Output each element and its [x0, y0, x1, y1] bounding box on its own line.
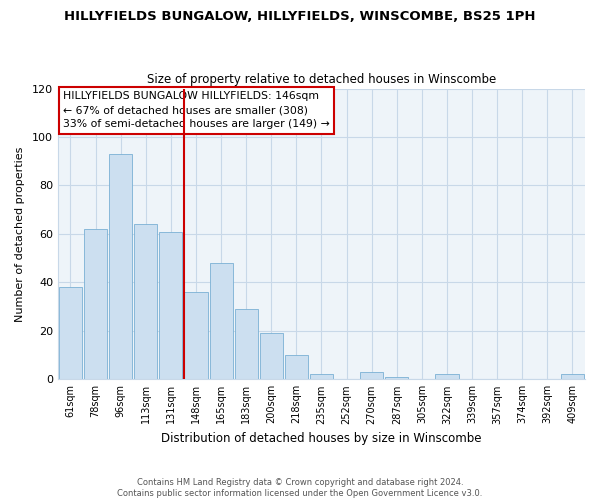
Bar	[385, 377, 409, 380]
Text: Contains HM Land Registry data © Crown copyright and database right 2024.
Contai: Contains HM Land Registry data © Crown c…	[118, 478, 482, 498]
Title: Size of property relative to detached houses in Winscombe: Size of property relative to detached ho…	[147, 73, 496, 86]
Bar	[285, 355, 308, 380]
Bar	[160, 232, 182, 380]
Bar	[134, 224, 157, 380]
Bar	[561, 374, 584, 380]
Y-axis label: Number of detached properties: Number of detached properties	[15, 146, 25, 322]
Bar	[235, 309, 258, 380]
Bar	[310, 374, 333, 380]
Bar	[209, 263, 233, 380]
Bar	[360, 372, 383, 380]
Bar	[436, 374, 458, 380]
Bar	[109, 154, 132, 380]
Bar	[59, 287, 82, 380]
Text: HILLYFIELDS BUNGALOW, HILLYFIELDS, WINSCOMBE, BS25 1PH: HILLYFIELDS BUNGALOW, HILLYFIELDS, WINSC…	[64, 10, 536, 23]
X-axis label: Distribution of detached houses by size in Winscombe: Distribution of detached houses by size …	[161, 432, 482, 445]
Text: HILLYFIELDS BUNGALOW HILLYFIELDS: 146sqm
← 67% of detached houses are smaller (3: HILLYFIELDS BUNGALOW HILLYFIELDS: 146sqm…	[63, 92, 330, 130]
Bar	[260, 334, 283, 380]
Bar	[84, 229, 107, 380]
Bar	[184, 292, 208, 380]
